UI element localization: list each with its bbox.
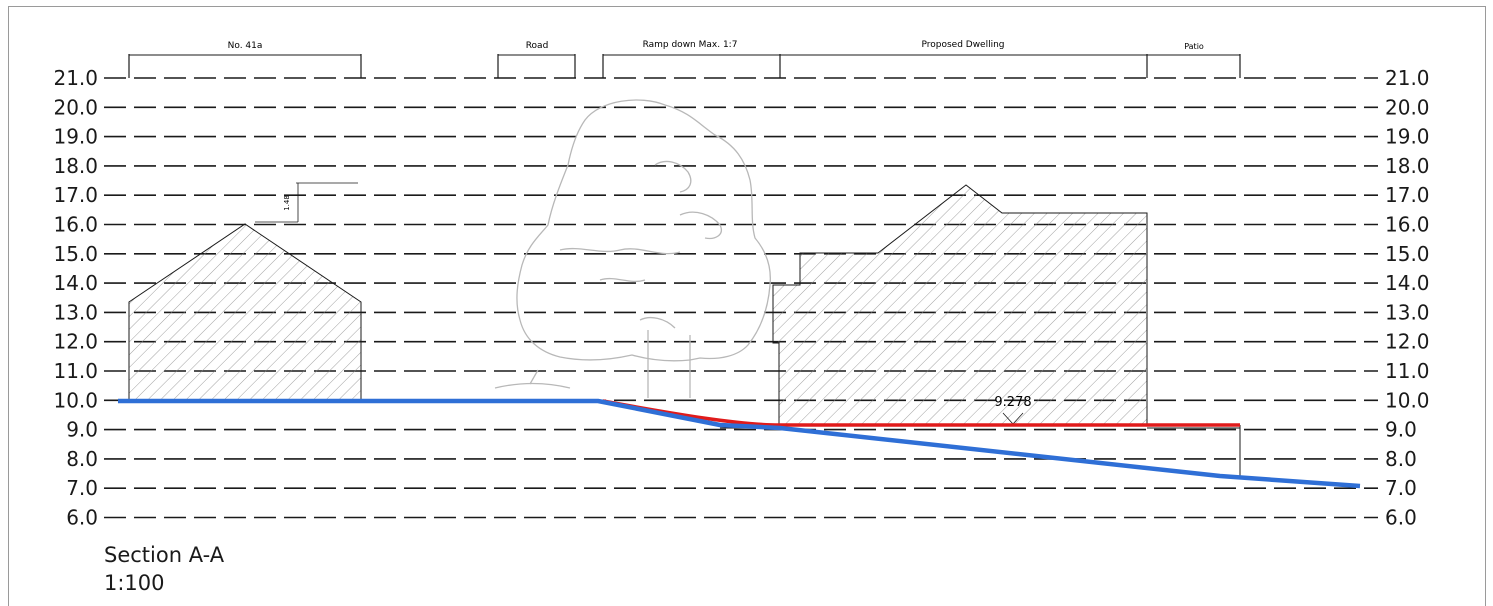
tree-outline: [494, 99, 771, 398]
level-label: 8.0: [1385, 447, 1417, 471]
section-scale: 1:100: [104, 571, 165, 595]
level-label: 19.0: [53, 125, 98, 149]
level-label: 11.0: [1385, 359, 1430, 383]
existing-house-no41a: 1.48: [128, 182, 362, 401]
level-label: 8.0: [66, 447, 98, 471]
level-label: 10.0: [1385, 388, 1430, 412]
level-label: 15.0: [53, 242, 98, 266]
zone-bracket-road: Road: [497, 41, 576, 78]
level-label: 21.0: [53, 66, 98, 90]
level-label: 21.0: [1385, 66, 1430, 90]
existing-ground-line: [118, 398, 1361, 489]
level-label: 13.0: [1385, 300, 1430, 324]
level-label: 9.0: [1385, 418, 1417, 442]
level-label: 15.0: [1385, 242, 1430, 266]
level-label: 14.0: [1385, 271, 1430, 295]
zone-label-ramp: Ramp down Max. 1:7: [643, 40, 738, 50]
level-label: 18.0: [1385, 154, 1430, 178]
level-label: 10.0: [53, 388, 98, 412]
level-label: 20.0: [53, 95, 98, 119]
level-label: 6.0: [1385, 506, 1417, 530]
level-labels-left: 21.0 20.0 19.0 18.0 17.0 16.0 15.0 14.0 13.0 12.0…: [53, 66, 98, 530]
floor-level-label: 9.278: [994, 395, 1031, 410]
level-label: 14.0: [53, 271, 98, 295]
level-label: 16.0: [1385, 213, 1430, 237]
level-label: 18.0: [53, 154, 98, 178]
level-label: 16.0: [53, 213, 98, 237]
level-label: 20.0: [1385, 95, 1430, 119]
zone-label-dwelling: Proposed Dwelling: [921, 40, 1004, 50]
level-label: 7.0: [66, 476, 98, 500]
level-label: 17.0: [53, 183, 98, 207]
zone-label-patio: Patio: [1184, 42, 1204, 51]
level-label: 11.0: [53, 359, 98, 383]
zone-bracket-patio: Patio: [1147, 42, 1241, 78]
zone-bracket-no41a: No. 41a: [128, 41, 362, 78]
level-label: 19.0: [1385, 125, 1430, 149]
level-label: 7.0: [1385, 476, 1417, 500]
zone-bracket-dwelling: Proposed Dwelling: [780, 40, 1148, 78]
zone-label-road: Road: [526, 41, 549, 51]
zone-label-no41a: No. 41a: [228, 41, 263, 51]
ridge-dimension-label: 1.48: [283, 195, 291, 211]
drawing-frame: [8, 6, 1486, 606]
level-labels-right: 21.0 20.0 19.0 18.0 17.0 16.0 15.0 14.0 13.0 12.0…: [1385, 66, 1430, 530]
level-label: 17.0: [1385, 183, 1430, 207]
zone-bracket-ramp: Ramp down Max. 1:7: [602, 40, 781, 78]
section-title: Section A-A: [104, 543, 225, 567]
level-label: 6.0: [66, 506, 98, 530]
level-label: 12.0: [53, 330, 98, 354]
level-label: 12.0: [1385, 330, 1430, 354]
proposed-dwelling: 9.278: [772, 184, 1148, 426]
level-label: 13.0: [53, 300, 98, 324]
zone-dimension-brackets: No. 41a Road Ramp down Max. 1:7 Proposed…: [128, 40, 1241, 78]
level-label: 9.0: [66, 418, 98, 442]
